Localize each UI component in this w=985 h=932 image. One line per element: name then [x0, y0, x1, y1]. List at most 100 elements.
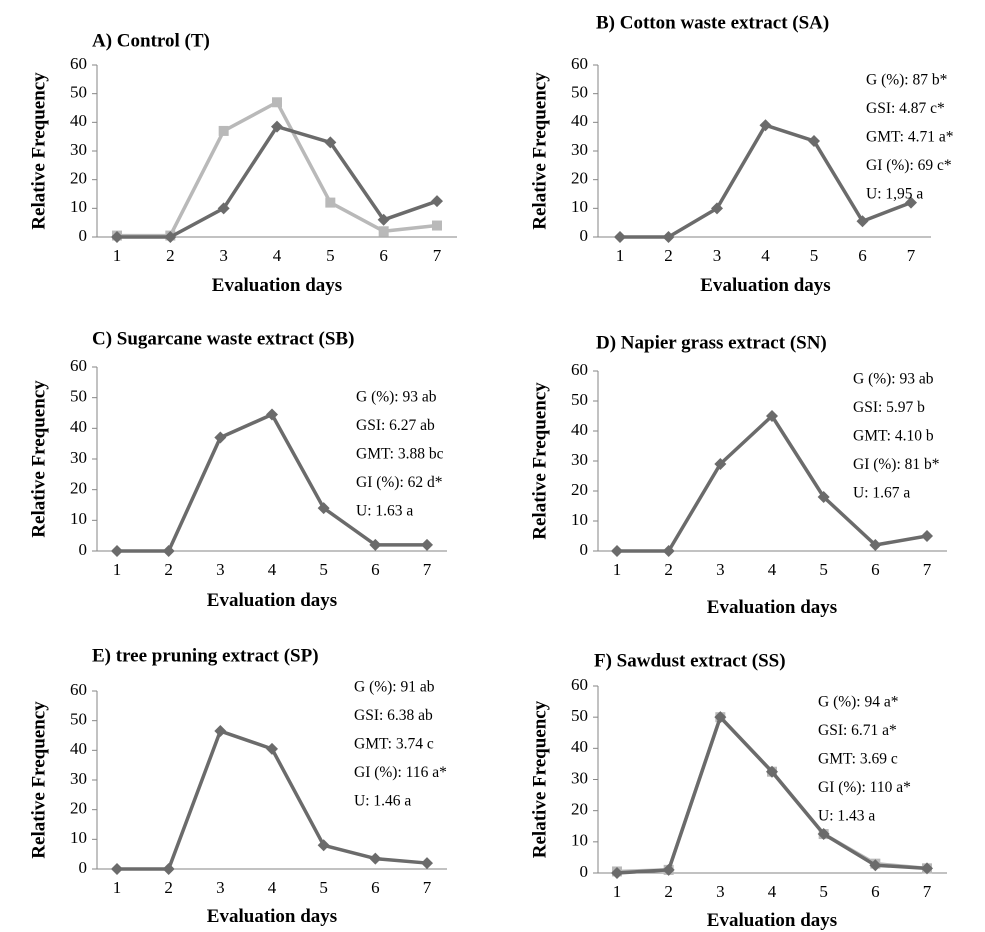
stat-annotation: G (%): 87 b* — [866, 72, 948, 89]
x-tick-label: 3 — [716, 882, 725, 901]
x-tick-label: 4 — [768, 560, 777, 579]
data-point — [421, 857, 433, 870]
y-tick-label: 10 — [70, 197, 87, 216]
stat-annotation: GI (%): 62 d* — [356, 474, 443, 491]
x-axis-label: Evaluation days — [700, 275, 830, 296]
y-tick-label: 0 — [580, 226, 589, 245]
y-tick-label: 40 — [70, 111, 87, 130]
y-tick-label: 10 — [571, 831, 588, 850]
x-tick-label: 1 — [113, 246, 122, 265]
y-tick-label: 30 — [571, 140, 588, 159]
data-point — [869, 859, 882, 872]
y-tick-label: 20 — [571, 480, 588, 499]
y-axis-label: Relative Frequency — [28, 380, 49, 538]
y-tick-label: 30 — [70, 448, 87, 467]
x-tick-label: 5 — [319, 560, 328, 579]
x-tick-label: 2 — [166, 246, 175, 265]
stat-annotation: GSI: 5.97 b — [853, 399, 925, 416]
y-axis-label: Relative Frequency — [529, 382, 550, 540]
x-tick-label: 5 — [819, 560, 828, 579]
y-tick-label: 60 — [70, 356, 87, 375]
data-point — [218, 125, 229, 136]
data-point — [759, 119, 772, 132]
y-tick-label: 50 — [70, 387, 87, 406]
y-tick-label: 50 — [70, 710, 87, 729]
x-tick-label: 2 — [664, 246, 673, 265]
data-point — [369, 852, 382, 865]
y-tick-label: 20 — [571, 169, 588, 188]
stat-annotation: U: 1.46 a — [354, 793, 411, 810]
data-point — [614, 231, 626, 243]
data-point — [214, 431, 227, 444]
stat-annotation: U: 1.67 a — [853, 485, 910, 502]
y-tick-label: 0 — [580, 862, 589, 881]
y-tick-label: 10 — [70, 828, 87, 847]
y-tick-label: 60 — [70, 54, 87, 73]
x-tick-label: 3 — [713, 246, 722, 265]
data-point — [325, 197, 336, 208]
data-point — [164, 231, 177, 243]
data-point — [611, 545, 623, 557]
stat-annotation: GSI: 6.27 ab — [356, 417, 435, 434]
x-axis-label: Evaluation days — [207, 906, 337, 927]
data-point — [324, 136, 337, 149]
stat-annotation: GMT: 3.74 c — [354, 736, 434, 753]
stat-annotation: U: 1,95 a — [866, 186, 923, 203]
x-tick-label: 4 — [761, 246, 770, 265]
y-tick-label: 0 — [79, 226, 88, 245]
data-point — [808, 134, 820, 147]
stat-annotation: GI (%): 69 c* — [866, 157, 952, 174]
data-point — [317, 502, 330, 515]
stat-annotation: GI (%): 110 a* — [818, 779, 911, 796]
stat-annotation: GSI: 6.38 ab — [354, 707, 433, 724]
data-point — [817, 828, 830, 841]
x-tick-label: 6 — [871, 560, 880, 579]
data-point — [421, 538, 433, 551]
x-tick-label: 4 — [768, 882, 777, 901]
y-tick-label: 10 — [571, 510, 588, 529]
chart-title: B) Cotton waste extract (SA) — [596, 12, 829, 33]
y-tick-label: 60 — [70, 680, 87, 699]
x-tick-label: 2 — [664, 882, 673, 901]
stat-annotation: GMT: 3.88 bc — [356, 446, 444, 463]
y-tick-label: 0 — [79, 858, 88, 877]
x-tick-label: 2 — [664, 560, 673, 579]
x-tick-label: 4 — [268, 878, 277, 897]
x-tick-label: 1 — [113, 878, 122, 897]
x-tick-label: 6 — [871, 882, 880, 901]
data-point — [662, 863, 675, 876]
x-tick-label: 5 — [319, 878, 328, 897]
y-tick-label: 10 — [70, 509, 87, 528]
y-tick-label: 20 — [70, 799, 87, 818]
data-point — [905, 196, 917, 209]
x-tick-label: 2 — [164, 560, 173, 579]
stat-annotation: U: 1.63 a — [356, 503, 413, 520]
data-point — [162, 863, 175, 875]
y-tick-label: 30 — [571, 768, 588, 787]
chart-panel-2: B) Cotton waste extract (SA) 0 10 20 30 40 50 6… — [529, 12, 953, 296]
data-point — [266, 408, 278, 421]
stat-annotation: GMT: 4.10 b — [853, 428, 934, 445]
y-tick-label: 40 — [70, 417, 87, 436]
data-point — [921, 862, 933, 875]
y-tick-label: 0 — [580, 540, 589, 559]
y-axis-label: Relative Frequency — [28, 72, 49, 230]
data-point — [272, 97, 282, 108]
y-tick-label: 30 — [70, 140, 87, 159]
x-axis-label: Evaluation days — [207, 590, 337, 611]
x-tick-label: 6 — [371, 878, 380, 897]
data-point — [869, 539, 882, 551]
data-point — [111, 863, 123, 875]
data-point — [266, 742, 278, 755]
data-point — [611, 867, 623, 879]
data-point — [271, 120, 283, 133]
y-tick-label: 50 — [571, 390, 588, 409]
data-point — [369, 538, 382, 551]
x-tick-label: 5 — [819, 882, 828, 901]
x-tick-label: 7 — [433, 246, 442, 265]
data-point — [662, 545, 675, 557]
y-tick-label: 50 — [571, 83, 588, 102]
y-tick-label: 40 — [70, 739, 87, 758]
y-tick-label: 30 — [70, 769, 87, 788]
stat-annotation: GI (%): 81 b* — [853, 456, 940, 473]
